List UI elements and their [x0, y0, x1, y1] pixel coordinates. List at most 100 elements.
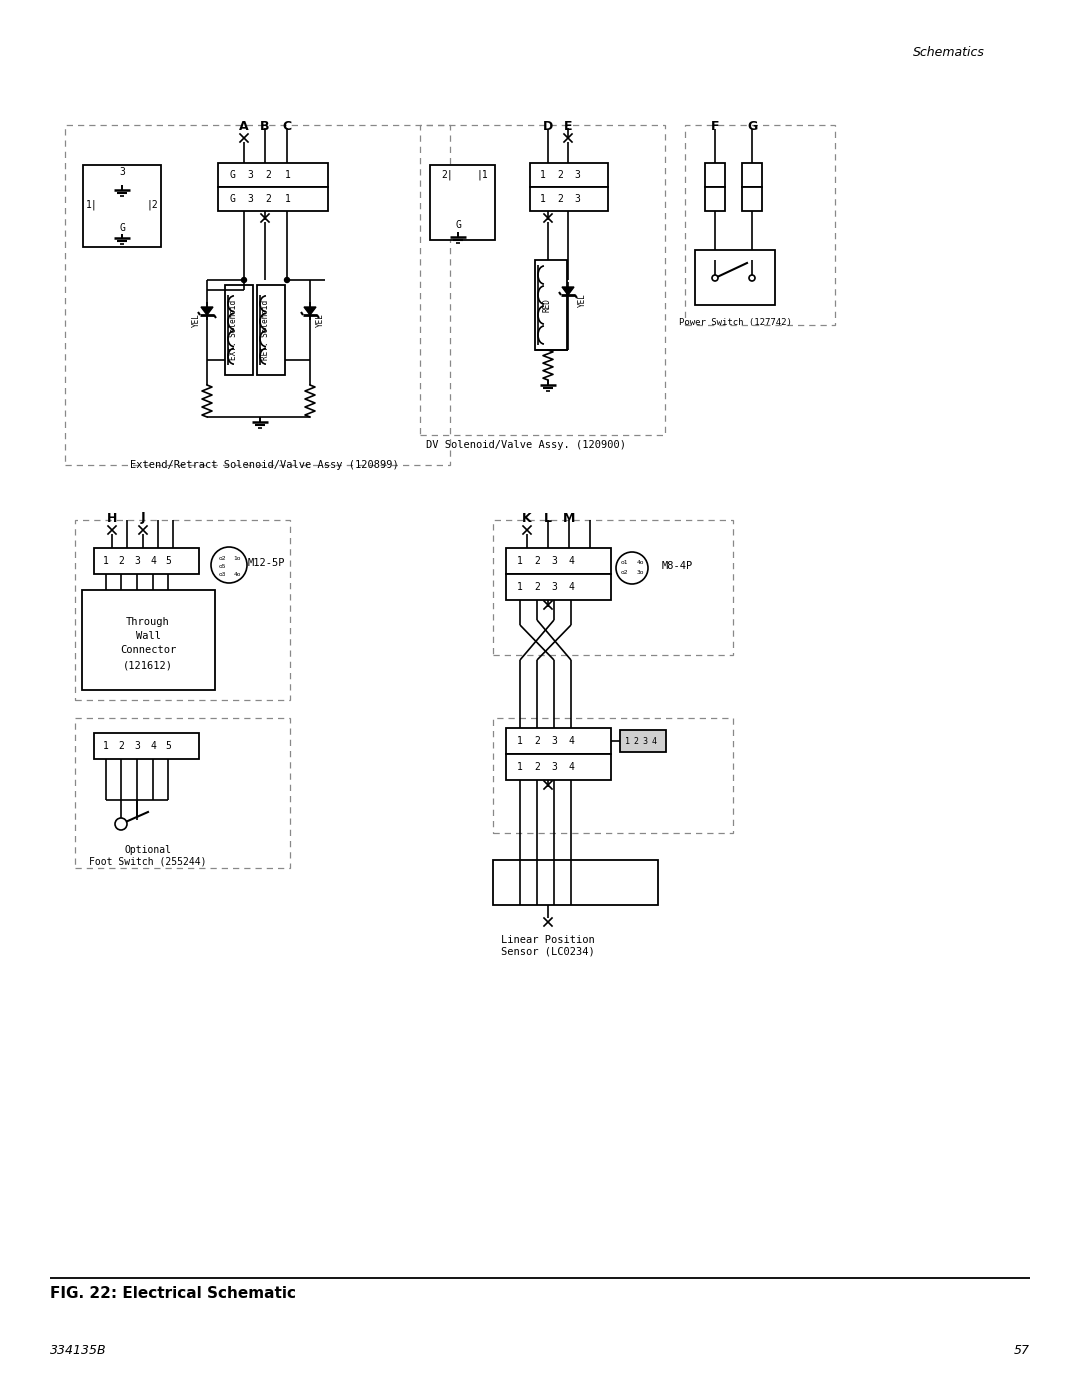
Text: Schematics: Schematics — [913, 46, 985, 59]
Polygon shape — [303, 307, 316, 314]
Bar — [218, 163, 328, 187]
Text: D: D — [543, 120, 553, 134]
Bar — [705, 163, 725, 187]
Text: M12-5P: M12-5P — [247, 557, 285, 569]
Text: 4o: 4o — [636, 560, 644, 564]
Circle shape — [114, 819, 127, 830]
Bar — [620, 731, 666, 752]
Circle shape — [211, 548, 247, 583]
Text: 2: 2 — [118, 740, 124, 752]
Text: Connector: Connector — [120, 645, 176, 655]
Text: YEL: YEL — [191, 313, 201, 327]
Text: 4: 4 — [568, 583, 573, 592]
Text: 1: 1 — [540, 170, 545, 180]
Text: 4o: 4o — [233, 573, 241, 577]
Polygon shape — [201, 307, 213, 314]
Bar — [82, 590, 215, 690]
Text: 4: 4 — [568, 761, 573, 773]
Bar — [535, 260, 567, 351]
Text: 3: 3 — [119, 168, 125, 177]
Text: 2: 2 — [535, 736, 540, 746]
Text: Optional: Optional — [124, 845, 172, 855]
Bar — [75, 520, 291, 700]
Text: 334135B: 334135B — [50, 1344, 107, 1356]
Bar — [530, 187, 608, 211]
Text: o2: o2 — [218, 556, 226, 562]
Bar — [742, 187, 762, 211]
Bar — [492, 520, 733, 655]
Text: o2: o2 — [620, 570, 627, 574]
Text: 57: 57 — [1014, 1344, 1030, 1356]
Text: 1: 1 — [517, 556, 523, 566]
Text: 3: 3 — [551, 556, 557, 566]
Text: 4: 4 — [568, 736, 573, 746]
Text: 1: 1 — [103, 556, 109, 566]
Text: Foot Switch (255244): Foot Switch (255244) — [90, 856, 206, 868]
Text: C: C — [283, 120, 292, 134]
Text: 3: 3 — [575, 170, 580, 180]
Text: RET. Solenoid: RET. Solenoid — [261, 300, 270, 360]
Text: H: H — [107, 511, 118, 524]
Bar — [65, 124, 450, 465]
Bar — [705, 187, 725, 211]
Text: o5: o5 — [218, 564, 226, 570]
Text: 1: 1 — [285, 170, 291, 180]
Text: M: M — [563, 511, 576, 524]
Bar — [507, 754, 611, 780]
Text: 3: 3 — [551, 736, 557, 746]
Text: 5: 5 — [165, 740, 171, 752]
Text: 3o: 3o — [636, 570, 644, 574]
Text: 1: 1 — [517, 736, 523, 746]
Text: B: B — [260, 120, 270, 134]
Bar — [685, 124, 835, 326]
Text: 4: 4 — [568, 556, 573, 566]
Bar — [218, 187, 328, 211]
Circle shape — [242, 278, 246, 282]
Text: 2|: 2| — [441, 170, 453, 180]
Text: 2: 2 — [265, 194, 271, 204]
Text: o1: o1 — [620, 560, 627, 564]
Bar — [225, 285, 253, 374]
Text: YEL: YEL — [315, 313, 324, 327]
Text: DV Solenoid/Valve Assy. (120900): DV Solenoid/Valve Assy. (120900) — [426, 440, 626, 450]
Bar — [507, 548, 611, 574]
Bar — [492, 718, 733, 833]
Text: 2: 2 — [118, 556, 124, 566]
Text: |1: |1 — [476, 170, 488, 180]
Text: 2: 2 — [634, 736, 638, 746]
Text: 1: 1 — [103, 740, 109, 752]
Text: 3: 3 — [134, 740, 140, 752]
Circle shape — [616, 552, 648, 584]
Text: G: G — [455, 219, 461, 231]
Text: G: G — [747, 120, 757, 134]
Text: FIG. 22: Electrical Schematic: FIG. 22: Electrical Schematic — [50, 1287, 296, 1302]
Bar — [507, 728, 611, 754]
Text: o3: o3 — [218, 573, 226, 577]
Text: 5: 5 — [165, 556, 171, 566]
Text: 2: 2 — [535, 556, 540, 566]
Bar — [492, 861, 658, 905]
Circle shape — [284, 278, 289, 282]
Text: 3: 3 — [247, 194, 253, 204]
Text: 3: 3 — [134, 556, 140, 566]
Text: K: K — [523, 511, 531, 524]
Text: F: F — [711, 120, 719, 134]
Text: YEL: YEL — [578, 293, 586, 307]
Text: J: J — [140, 511, 146, 524]
Bar — [696, 250, 775, 305]
Bar — [75, 718, 291, 868]
Text: 1: 1 — [625, 736, 631, 746]
Text: G: G — [119, 224, 125, 233]
Text: G: G — [229, 170, 235, 180]
Text: Linear Position: Linear Position — [501, 935, 595, 944]
Text: G: G — [229, 194, 235, 204]
Text: 3: 3 — [551, 583, 557, 592]
Circle shape — [750, 275, 755, 281]
Text: 4: 4 — [651, 736, 657, 746]
Text: 1: 1 — [517, 583, 523, 592]
Text: 1o: 1o — [233, 556, 241, 562]
Text: 4: 4 — [150, 556, 156, 566]
Text: |2: |2 — [146, 200, 158, 211]
Text: 3: 3 — [643, 736, 648, 746]
Bar — [530, 163, 608, 187]
